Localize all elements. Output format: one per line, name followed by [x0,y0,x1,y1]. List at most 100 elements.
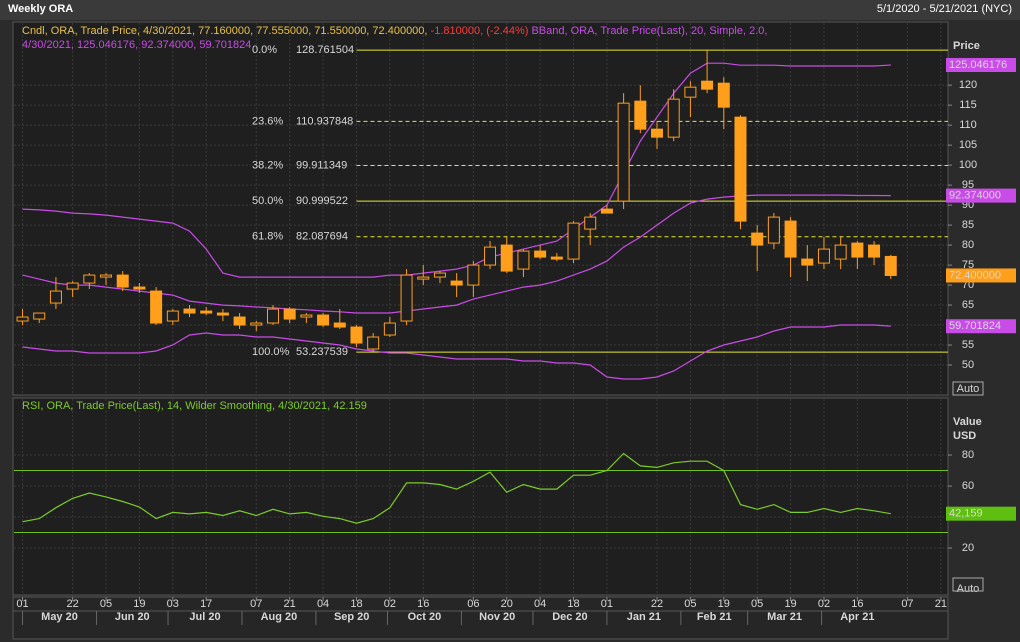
candle-body [500,244,513,272]
price-tag-label: 42,159 [949,508,983,520]
month-label: Sep 20 [334,611,369,623]
candle-body [367,336,380,350]
price-tag [946,58,1016,73]
y-tick-label: 120 [959,79,977,91]
candle-body [817,248,830,264]
candle-body [717,82,730,108]
x-tick-label: 02 [384,598,396,610]
candle-body [233,316,246,326]
candle-body [333,322,346,328]
x-axis-panel [12,596,949,640]
y-tick-label: 60 [962,480,974,492]
candle-body [83,274,96,284]
fib-label: 38.2% [252,159,283,171]
candle-body [751,232,764,246]
month-label: Aug 20 [261,611,298,623]
candle-body [834,244,847,260]
x-tick-label: 03 [167,598,179,610]
legend-bband-values: 4/30/2021, 125.046176, 92.374000, 59.701… [22,39,252,51]
month-label: Jun 20 [115,611,150,623]
y-tick-label: 80 [962,239,974,251]
candle-body [266,308,279,324]
x-tick-label: 02 [818,598,830,610]
candle-body [767,216,780,244]
x-tick-label: 17 [200,598,212,610]
fib-label: 61.8% [252,231,283,243]
candle-body [784,220,797,258]
y-tick-label: 50 [962,359,974,371]
price-tag-label: 59.701824 [949,320,1001,332]
candle-body [634,100,647,130]
title-bar [0,0,1020,20]
candle-body [701,80,714,90]
candle-body [734,116,747,222]
candle-body [534,250,547,258]
month-label: Oct 20 [408,611,442,623]
x-tick-label: 21 [284,598,296,610]
candle-body [166,310,179,322]
candle-body [100,274,113,278]
price-tag [946,268,1016,283]
y-tick-label: 100 [959,159,977,171]
x-tick-label: 18 [567,598,579,610]
candle-body [600,208,613,214]
month-label: May 20 [41,611,78,623]
candle-body [400,274,413,322]
candle-body [884,255,897,276]
rsi-line [22,452,891,524]
x-tick-label: 05 [751,598,763,610]
candle-body [16,316,29,322]
x-tick-label: 05 [684,598,696,610]
x-tick-label: 19 [784,598,796,610]
price-tag-label: 92.374000 [949,190,1001,202]
candle-body [801,258,814,266]
y-axis-label: Price [953,40,980,52]
candle-body [250,322,263,326]
x-tick-label: 22 [651,598,663,610]
candle-body [383,322,396,336]
x-tick-label: 06 [467,598,479,610]
candle-body [567,222,580,260]
x-tick-label: 07 [250,598,262,610]
month-label: Mar 21 [767,611,802,623]
candle-body [49,290,62,304]
fib-value: 82.087694 [296,231,348,243]
candle-body [851,242,864,258]
candle-body [450,280,463,286]
fib-label: 50.0% [252,195,283,207]
y-tick-label: 20 [962,542,974,554]
x-tick-label: 18 [350,598,362,610]
candle-body [33,312,46,320]
fib-label: 0.0% [252,44,277,56]
legend-bband: BBand, ORA, Trade Price(Last), 20, Simpl… [531,25,768,37]
candle-body [183,308,196,314]
candle-body [216,312,229,316]
candle-body [433,272,446,278]
y-tick-label: 75 [962,259,974,271]
x-tick-label: 19 [718,598,730,610]
fib-value: 128.761504 [296,44,354,56]
legend-rsi: RSI, ORA, Trade Price(Last), 14, Wilder … [22,400,367,412]
x-tick-label: 01 [601,598,613,610]
candle-body [150,290,163,324]
legend-candle: Cndl, ORA, Trade Price, 4/30/2021, 77.16… [22,25,428,37]
auto-box [952,577,984,592]
price-tag [946,188,1016,203]
x-tick-label: 22 [67,598,79,610]
x-tick-label: 21 [935,598,947,610]
auto-box [952,381,984,396]
candle-body [651,128,664,138]
fib-value: 110.937848 [296,115,353,127]
month-label: Nov 20 [479,611,515,623]
candle-body [684,86,697,98]
x-tick-label: 19 [133,598,145,610]
candle-body [133,286,146,290]
chart-title: Weekly ORA [8,3,74,15]
fib-label: 23.6% [252,115,283,127]
candle-body [584,216,597,230]
candle-body [667,98,680,138]
candle-body [350,326,363,344]
candle-body [484,246,497,266]
